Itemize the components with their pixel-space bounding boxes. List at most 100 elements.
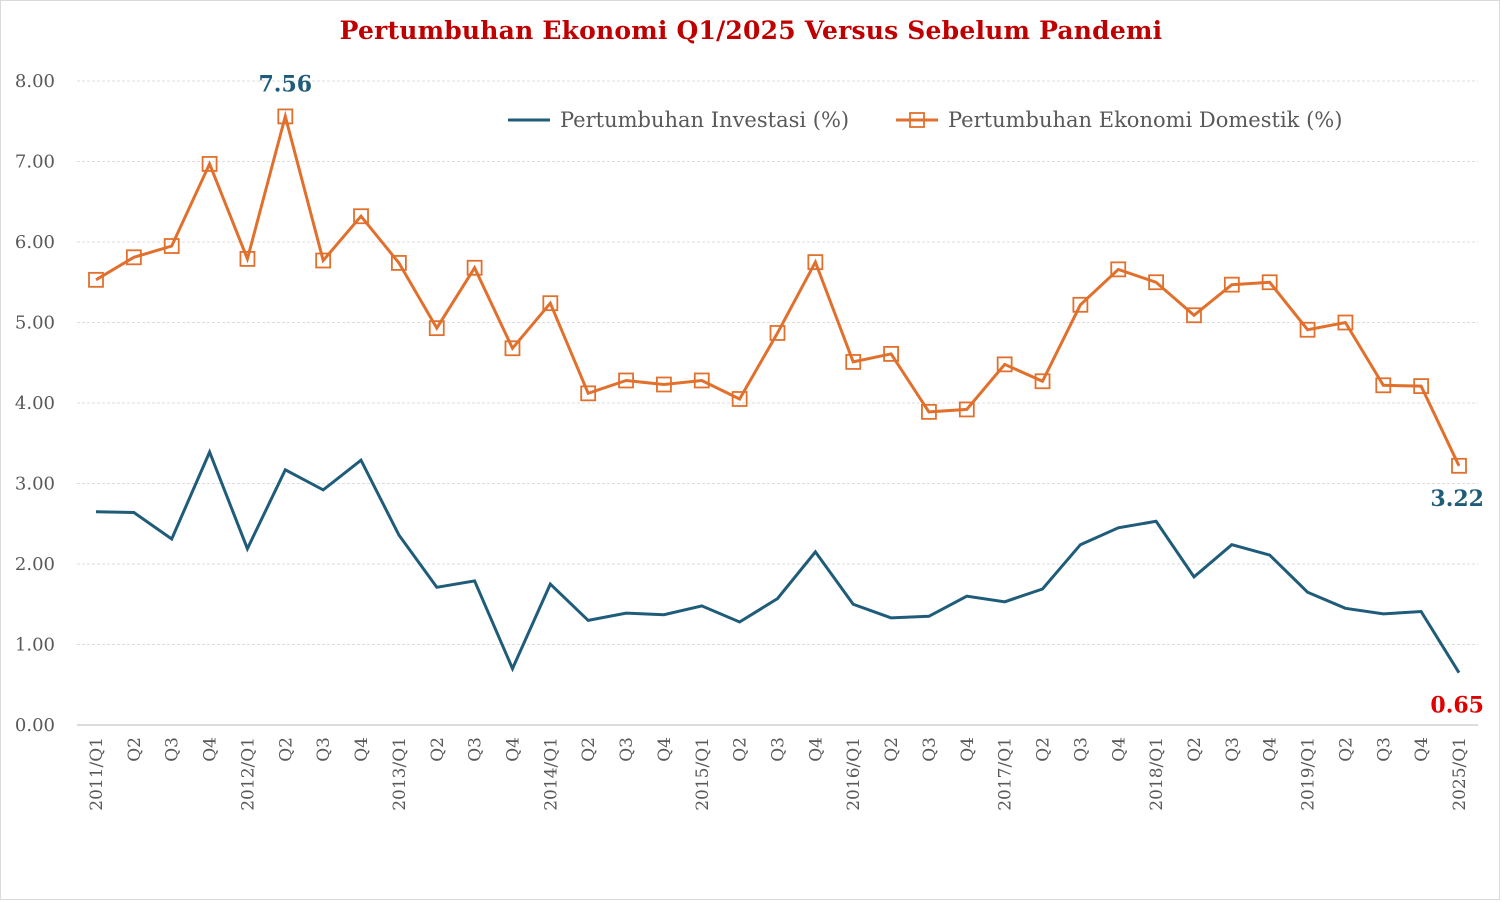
x-tick-label: Q3 [769,737,789,762]
y-tick-label: 8.00 [15,71,55,92]
data-point-marker [580,385,597,402]
x-tick-label: Q2 [1185,737,1205,762]
data-point-marker [618,372,634,389]
x-tick-label: Q3 [1223,737,1243,762]
x-tick-label: Q3 [163,737,183,762]
x-tick-label: Q3 [617,737,637,762]
x-tick-label: 2015/Q1 [693,737,713,811]
x-tick-label: Q3 [1071,737,1091,762]
x-tick-label: Q4 [806,737,826,762]
x-tick-label: Q4 [1261,737,1281,762]
x-tick-label: Q2 [276,737,296,762]
y-tick-label: 2.00 [15,554,55,575]
data-point-marker [1148,274,1165,291]
x-tick-label: Q4 [201,737,221,762]
data-point-marker [466,259,483,276]
data-point-marker [125,249,142,266]
data-point-marker [353,208,369,225]
data-point-marker [807,254,824,271]
data-point-marker [1299,321,1316,338]
data-point-marker [769,325,786,341]
x-tick-label: Q2 [579,737,599,762]
data-point-marker [731,391,748,407]
x-tick-label: Q4 [1412,737,1432,762]
data-point-marker [1337,314,1354,331]
data-point-marker [1261,274,1278,291]
x-tick-label: Q4 [655,737,675,762]
x-tick-label: Q3 [920,737,940,762]
data-point-marker [845,354,862,370]
x-tick-label: Q2 [1336,737,1356,762]
x-tick-label: 2013/Q1 [390,737,410,811]
gridlines [77,80,1478,726]
data-point-marker [1223,276,1240,293]
data-point-marker [390,255,407,271]
data-point-marker [201,156,218,172]
x-axis-ticks: 2011/Q1 Q2 Q3 Q4 2012/Q1 Q2 Q3 Q4 2013/Q1 Q2 Q3 Q4 2… [87,737,1470,811]
x-tick-label: Q4 [1109,737,1129,762]
data-point-marker [883,345,899,362]
chart-title: Pertumbuhan Ekonomi Q1/2025 Versus Sebel… [339,16,1163,45]
data-point-marker [239,251,256,267]
data-point-marker [921,403,937,420]
x-tick-label: Q3 [466,737,486,762]
data-point-marker [996,356,1013,373]
x-tick-label: Q4 [503,737,523,762]
legend-marker-square-icon [909,112,925,128]
series-line-investasi [95,448,1461,674]
data-point-marker [315,252,332,269]
data-point-marker [1034,373,1051,390]
data-point-marker [277,108,294,125]
data-point-marker [693,372,710,389]
data-label: 7.56 [259,71,313,97]
legend-label-ekonomi-domestik: Pertumbuhan Ekonomi Domestik (%) [948,108,1342,132]
data-point-marker [1375,377,1392,394]
y-tick-label: 6.00 [15,232,55,253]
data-point-marker [656,376,672,393]
y-tick-label: 3.00 [15,474,55,495]
data-point-marker [958,401,975,418]
x-tick-label: 2011/Q1 [87,737,107,811]
data-point-marker [542,295,559,312]
y-tick-label: 0.00 [15,715,55,736]
data-label: 3.22 [1430,486,1484,512]
x-tick-label: 2018/Q1 [1147,737,1167,811]
y-axis-ticks: 0.00 1.00 2.00 3.00 4.00 5.00 6.00 7.00 8.00 [15,71,55,736]
data-point-marker [1110,261,1127,278]
x-tick-label: Q4 [352,737,372,762]
legend: Pertumbuhan Investasi (%) Pertumbuhan Ek… [508,108,1342,132]
x-tick-label: 2016/Q1 [844,737,864,811]
annotations: 7.56 3.22 0.65 [259,71,1484,718]
x-tick-label: 2017/Q1 [996,737,1016,811]
data-point-marker [1413,378,1430,394]
data-point-marker [1186,307,1202,324]
data-point-marker [428,320,445,337]
y-tick-label: 7.00 [15,152,55,173]
x-tick-label: Q2 [1034,737,1054,762]
y-tick-label: 4.00 [15,393,55,414]
legend-label-investasi: Pertumbuhan Investasi (%) [560,108,849,132]
data-label: 0.65 [1430,693,1484,719]
x-tick-label: Q2 [428,737,448,762]
data-point-marker [1072,296,1089,313]
x-tick-label: 2025/Q1 [1450,737,1470,811]
series-group [88,108,1467,674]
x-tick-label: 2012/Q1 [238,737,258,811]
x-tick-label: 2014/Q1 [541,737,561,811]
series-line-ekonomi-domestik [95,110,1461,467]
x-tick-label: 2019/Q1 [1299,737,1319,811]
x-tick-label: Q2 [882,737,902,762]
x-tick-label: Q3 [1374,737,1394,762]
x-tick-label: Q3 [314,737,334,762]
x-tick-label: Q2 [731,737,751,762]
y-tick-label: 5.00 [15,313,55,334]
data-point-marker [88,271,104,288]
data-point-marker [1451,457,1467,474]
data-point-marker [163,238,180,254]
data-point-marker [504,340,521,357]
x-tick-label: Q4 [958,737,978,762]
x-tick-label: Q2 [125,737,145,762]
y-tick-label: 1.00 [15,635,55,656]
